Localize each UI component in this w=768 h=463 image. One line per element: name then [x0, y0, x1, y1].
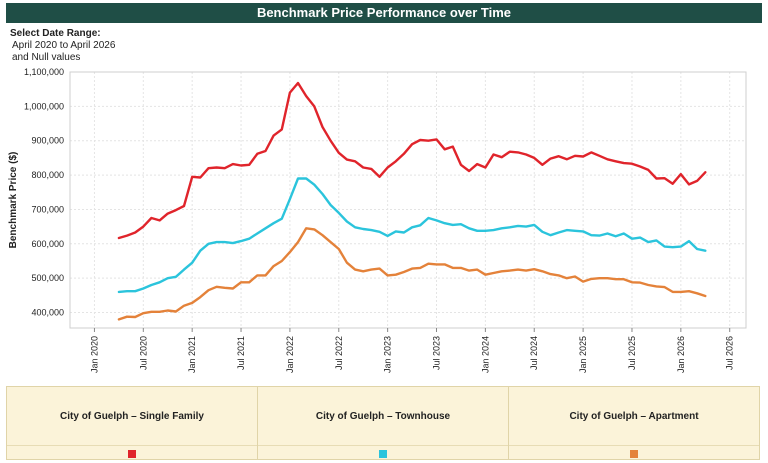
date-range-label: Select Date Range:: [10, 28, 101, 39]
x-tick-label: Jul 2025: [627, 336, 637, 370]
grid: [70, 71, 746, 328]
legend: City of Guelph – Single Family City of G…: [6, 386, 760, 460]
x-tick-label: Jan 2021: [187, 336, 197, 373]
series-line-1[interactable]: [117, 177, 707, 294]
x-tick-label: Jul 2026: [725, 336, 735, 370]
legend-item-single-family[interactable]: City of Guelph – Single Family: [7, 387, 258, 459]
x-tick-label: Jan 2025: [578, 336, 588, 373]
legend-label: City of Guelph – Single Family: [60, 411, 204, 422]
series-line-0[interactable]: [117, 81, 707, 240]
legend-label: City of Guelph – Apartment: [569, 411, 699, 422]
y-axis-label: Benchmark Price ($): [8, 152, 19, 249]
x-tick-label: Jul 2023: [432, 336, 442, 370]
x-tick-label: Jul 2024: [529, 336, 539, 370]
date-range-filter[interactable]: Select Date Range: April 2020 to April 2…: [10, 28, 115, 64]
x-tick-label: Jan 2024: [480, 336, 490, 373]
legend-swatch: [128, 450, 136, 458]
x-tick-label: Jul 2022: [334, 336, 344, 370]
legend-swatch: [379, 450, 387, 458]
date-range-null: and Null values: [12, 52, 81, 63]
x-tick-label: Jul 2021: [236, 336, 246, 370]
chart-title: Benchmark Price Performance over Time: [6, 3, 762, 23]
y-tick-label: 1,000,000: [24, 101, 64, 111]
y-tick-label: 600,000: [31, 239, 64, 249]
legend-label: City of Guelph – Townhouse: [315, 411, 451, 422]
divider: [509, 445, 759, 446]
y-tick-label: 900,000: [31, 136, 64, 146]
y-axis: 400,000 500,000 600,000 700,000 800,000 900,0…: [24, 67, 64, 318]
series-line-2[interactable]: [117, 227, 707, 321]
x-tick-label: Jan 2023: [383, 336, 393, 373]
legend-swatch: [630, 450, 638, 458]
x-tick-label: Jan 2022: [285, 336, 295, 373]
x-tick-label: Jan 2026: [676, 336, 686, 373]
divider: [7, 445, 257, 446]
y-tick-label: 1,100,000: [24, 67, 64, 77]
x-tick-label: Jul 2020: [138, 336, 148, 370]
line-chart: 400,000 500,000 600,000 700,000 800,000 900,0…: [8, 67, 747, 373]
y-tick-label: 400,000: [31, 308, 64, 318]
y-tick-label: 500,000: [31, 273, 64, 283]
plot-area: [69, 71, 747, 329]
legend-item-apartment[interactable]: City of Guelph – Apartment: [509, 387, 759, 459]
legend-item-townhouse[interactable]: City of Guelph – Townhouse: [258, 387, 509, 459]
divider: [258, 445, 508, 446]
series-lines: [117, 81, 707, 321]
y-tick-label: 800,000: [31, 170, 64, 180]
y-tick-label: 700,000: [31, 204, 64, 214]
date-range-value: April 2020 to April 2026: [12, 40, 116, 51]
x-axis: Jan 2020 Jul 2020 Jan 2021 Jul 2021 Jan 2022…: [89, 328, 735, 373]
x-tick-label: Jan 2020: [89, 336, 99, 373]
